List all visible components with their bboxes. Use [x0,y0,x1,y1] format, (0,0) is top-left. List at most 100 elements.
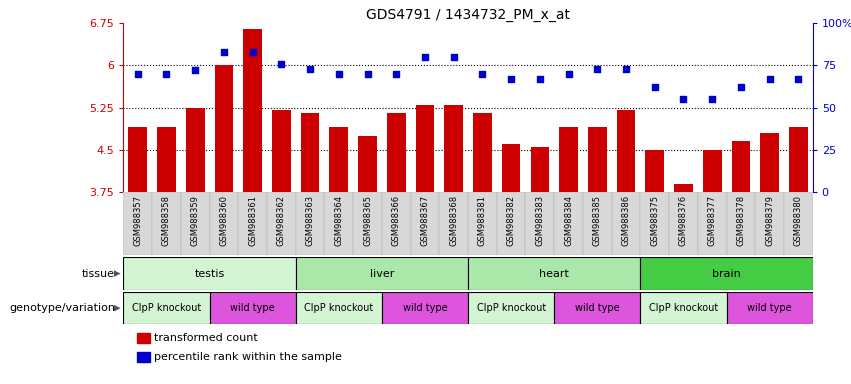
Bar [296,292,382,324]
Point [791,76,805,82]
Bar [329,127,348,192]
Bar [784,192,813,255]
Text: transformed count: transformed count [154,333,258,343]
Text: GSM988382: GSM988382 [506,195,516,246]
Bar [525,192,554,255]
Point [217,49,231,55]
Bar [727,292,813,324]
Bar [468,192,497,255]
Bar [640,192,669,255]
Bar [530,147,549,192]
Bar [617,110,636,192]
Bar [612,192,641,255]
Point [620,66,633,72]
Point [505,76,518,82]
Bar [238,192,267,255]
Text: GSM988365: GSM988365 [363,195,372,246]
Text: GSM988359: GSM988359 [191,195,200,246]
Text: heart: heart [540,268,569,279]
Bar [674,184,693,192]
Text: genotype/variation: genotype/variation [9,303,115,313]
Bar [669,192,698,255]
Text: wild type: wild type [231,303,275,313]
Bar [267,192,296,255]
Bar [502,144,521,192]
Text: GSM988386: GSM988386 [621,195,631,246]
Bar [123,257,296,290]
Bar [152,192,180,255]
Bar [554,192,583,255]
Point [246,49,260,55]
Bar [640,257,813,290]
Bar [789,127,808,192]
Bar [755,192,784,255]
Bar [640,292,727,324]
Bar [559,127,578,192]
Text: GSM988363: GSM988363 [306,195,315,246]
Point [562,71,575,77]
Bar [382,292,468,324]
Text: GSM988384: GSM988384 [564,195,573,246]
Bar [760,133,779,192]
Bar [444,105,463,192]
Point [390,71,403,77]
Text: ClpP knockout: ClpP knockout [304,303,374,313]
Text: GSM988381: GSM988381 [478,195,487,246]
Bar [123,192,152,255]
Text: GSM988375: GSM988375 [650,195,660,246]
Text: GSM988357: GSM988357 [134,195,142,246]
Bar [272,110,291,192]
Bar [129,127,147,192]
Point [361,71,374,77]
Bar [353,192,382,255]
Bar [645,150,664,192]
Point [648,84,661,90]
Bar [300,113,319,192]
Text: GSM988380: GSM988380 [794,195,802,246]
Point [705,96,719,102]
Text: GSM988367: GSM988367 [420,195,430,246]
Text: percentile rank within the sample: percentile rank within the sample [154,352,342,362]
Text: GSM988361: GSM988361 [248,195,257,246]
Title: GDS4791 / 1434732_PM_x_at: GDS4791 / 1434732_PM_x_at [366,8,570,22]
Bar [186,108,204,192]
Text: wild type: wild type [403,303,448,313]
Bar [382,192,410,255]
Text: GSM988385: GSM988385 [593,195,602,246]
Bar [588,127,607,192]
Bar [214,65,233,192]
Bar [727,192,756,255]
Text: GSM988383: GSM988383 [535,195,545,246]
Point [762,76,776,82]
Text: GSM988378: GSM988378 [736,195,745,246]
Point [131,71,145,77]
Text: ClpP knockout: ClpP knockout [648,303,718,313]
Bar [698,192,727,255]
Bar [387,113,406,192]
Text: GSM988379: GSM988379 [765,195,774,246]
Bar [703,150,722,192]
Bar [554,292,641,324]
Point [591,66,604,72]
Text: wild type: wild type [575,303,620,313]
Bar [296,192,324,255]
Bar [137,352,150,362]
Text: ClpP knockout: ClpP knockout [477,303,545,313]
Text: GSM988366: GSM988366 [391,195,401,246]
Bar [243,29,262,192]
Point [447,54,460,60]
Point [160,71,174,77]
Point [275,61,288,67]
Point [533,76,546,82]
Text: GSM988360: GSM988360 [220,195,228,246]
Bar [732,141,751,192]
Text: GSM988377: GSM988377 [708,195,717,246]
Bar [468,292,554,324]
Text: GSM988358: GSM988358 [162,195,171,246]
Bar [180,192,209,255]
Bar [439,192,468,255]
Text: ClpP knockout: ClpP knockout [132,303,201,313]
Text: testis: testis [194,268,225,279]
Bar [468,257,640,290]
Text: GSM988368: GSM988368 [449,195,458,246]
